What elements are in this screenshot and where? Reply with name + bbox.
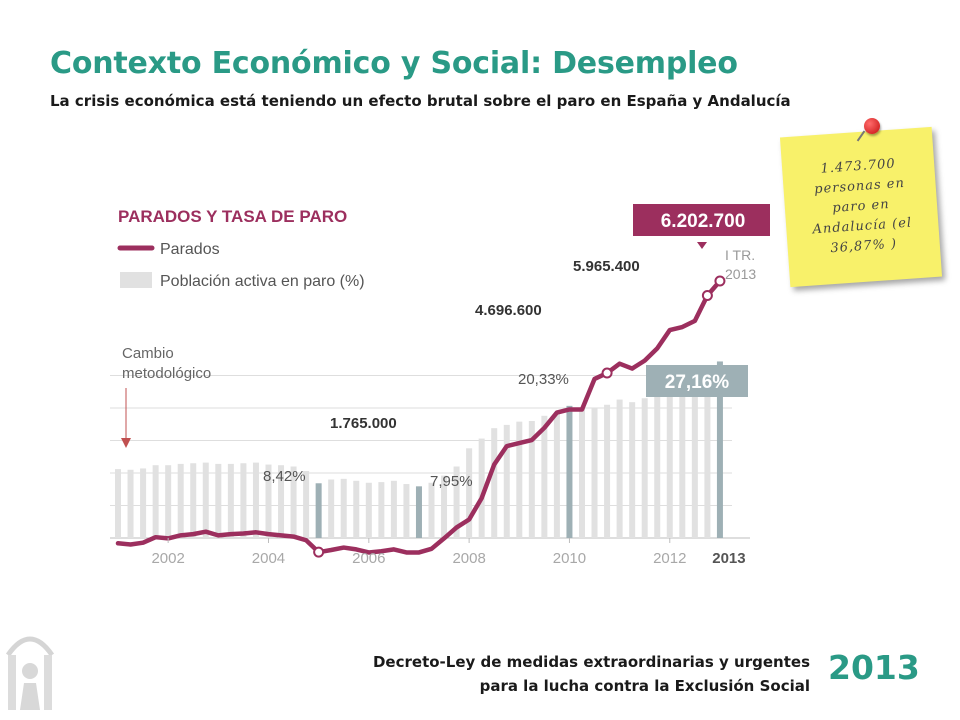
annotation-label: 20,33% (518, 371, 569, 388)
annotation-label: 7,95% (430, 473, 473, 490)
unemployment-rate-bar (553, 411, 560, 538)
pushpin-icon (864, 118, 880, 134)
unemployment-rate-bar (353, 480, 360, 538)
parados-line (115, 278, 723, 555)
unemployment-rate-bar (453, 466, 460, 538)
unemployment-rate-bar (240, 463, 247, 538)
unemployment-rate-bar (415, 486, 422, 538)
parados-marker (313, 546, 325, 558)
unemployment-rate-bar (478, 438, 485, 538)
unemployment-rate-bar (115, 469, 121, 538)
x-tick-label: 2004 (252, 550, 285, 567)
footer-year: 2013 (828, 648, 920, 687)
unemployment-rate-bar (428, 482, 435, 538)
unemployment-rate-bar (578, 408, 585, 538)
footer-decree: Decreto-Ley de medidas extraordinarias y… (373, 650, 810, 698)
footer-line-2: para la lucha contra la Exclusión Social (479, 677, 810, 695)
unemployment-rate-bar (654, 389, 661, 538)
unemployment-rate-bar (278, 465, 285, 538)
annotation-label: 4.696.600 (475, 302, 542, 319)
sticky-note-text: 1.473.700 personas en paro en Andalucía … (812, 156, 913, 257)
parados-marker (714, 275, 726, 287)
unemployment-rate-bar (691, 375, 698, 538)
unemployment-rate-bar (152, 465, 159, 538)
x-tick-label: 2012 (653, 550, 686, 567)
junta-andalucia-logo-icon (5, 636, 55, 710)
unemployment-rate-bar (265, 464, 272, 538)
unemployment-rate-bar (616, 399, 623, 538)
annotation-cambio-metodologico: Cambio metodológico (122, 345, 211, 382)
footer-line-1: Decreto-Ley de medidas extraordinarias y… (372, 653, 810, 671)
annotation-label: 27,16% (665, 372, 730, 393)
unemployment-rate-bar (127, 469, 134, 538)
legend-label-parados: Parados (160, 241, 220, 258)
unemployment-rate-bar (441, 475, 448, 538)
unemployment-rate-bar (679, 378, 686, 538)
unemployment-rate-bar (666, 379, 673, 538)
x-tick-label: 2008 (452, 550, 485, 567)
annotation-label: 5.965.400 (573, 258, 640, 275)
legend-bar-swatch (120, 272, 152, 288)
unemployment-rate-bar (629, 402, 636, 538)
unemployment-rate-bar (165, 465, 172, 538)
unemployment-rate-bar (528, 421, 535, 538)
unemployment-rate-bar (704, 369, 711, 538)
unemployment-rate-bar (491, 428, 498, 538)
unemployment-rate-bar (252, 462, 259, 538)
x-tick-label: 2006 (352, 550, 385, 567)
unemployment-rate-bar (315, 483, 322, 538)
annotation-label: 2013 (725, 266, 756, 282)
unemployment-rate-bar (215, 463, 222, 538)
unemployment-rate-bar (190, 463, 197, 538)
unemployment-rate-bar (516, 421, 523, 538)
annotation-arrow-icon (121, 438, 131, 448)
unemployment-chart: 2002 2004 2006 2008 2010 2012 2013 PARADOS Y T… (110, 202, 770, 567)
unemployment-rate-bar (541, 415, 548, 538)
unemployment-rate-bar (378, 482, 385, 538)
annotation-box-6202700 (631, 202, 770, 238)
annotation-pointer-icon (697, 242, 707, 249)
unemployment-rate-bar (716, 361, 723, 538)
annotation-box-2716 (646, 365, 748, 397)
x-tick-label: 2002 (151, 550, 184, 567)
x-tick-label: 2010 (553, 550, 586, 567)
x-tick-label: 2013 (712, 550, 745, 567)
unemployment-rate-bar (202, 462, 209, 538)
legend-label-tasa: Población activa en paro (%) (160, 273, 365, 290)
page-subtitle: La crisis económica está teniendo un efe… (50, 92, 791, 110)
unemployment-rate-bar (641, 398, 648, 538)
unemployment-rate-bar (466, 448, 473, 538)
unemployment-rate-bar (503, 424, 510, 538)
page-title: Contexto Económico y Social: Desempleo (50, 46, 738, 81)
unemployment-rate-bar (390, 480, 397, 538)
annotation-label: 1.765.000 (330, 415, 397, 432)
sticky-note: 1.473.700 personas en paro en Andalucía … (779, 126, 943, 288)
unemployment-rate-bar (365, 482, 372, 538)
unemployment-rate-bar (340, 478, 347, 538)
annotation-label: 6.202.700 (661, 211, 746, 232)
unemployment-rate-bar (177, 463, 184, 538)
parados-marker (601, 367, 613, 379)
unemployment-rate-bar (290, 466, 297, 538)
unemployment-rate-bar (591, 408, 598, 538)
unemployment-rate-bar (227, 463, 234, 538)
unemployment-rate-bar (403, 484, 410, 538)
unemployment-rate-bar (303, 471, 310, 538)
unemployment-rate-bar (140, 468, 147, 538)
chart-title: PARADOS Y TASA DE PARO (118, 207, 347, 226)
parados-marker (701, 290, 713, 302)
unemployment-rate-bar (566, 405, 573, 538)
unemployment-rate-bar (328, 479, 335, 538)
annotation-label: 8,42% (263, 468, 306, 485)
unemployment-rate-bar (604, 404, 611, 538)
annotation-label: I TR. (725, 247, 755, 263)
